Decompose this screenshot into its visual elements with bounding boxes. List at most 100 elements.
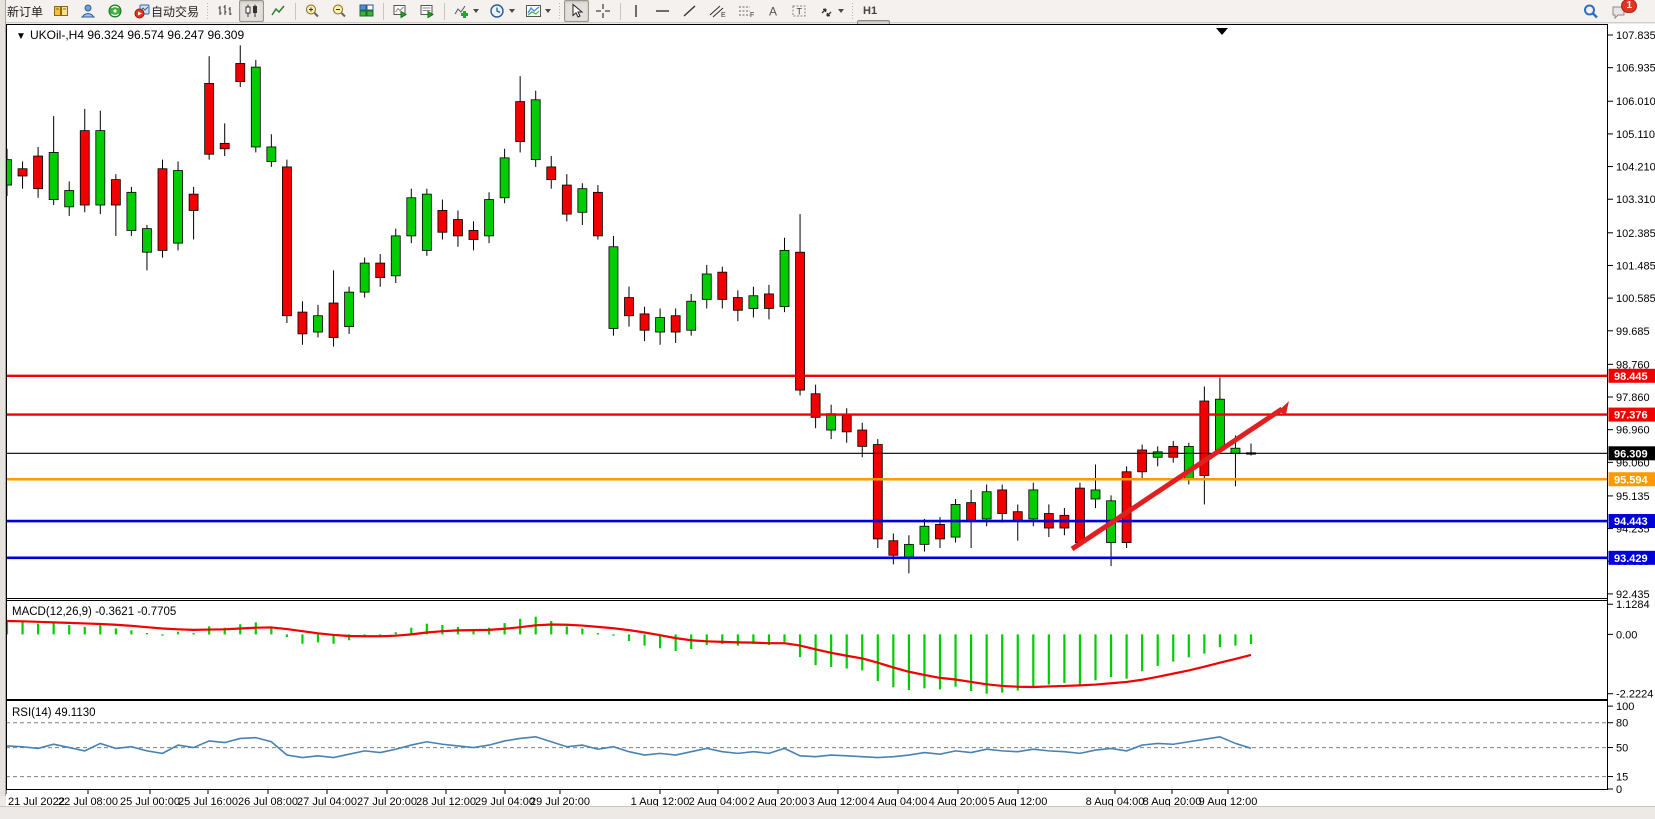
template-button[interactable] xyxy=(521,0,555,22)
trend-arrow[interactable] xyxy=(1070,401,1289,552)
zoom-in-icon xyxy=(304,3,321,19)
template-icon xyxy=(525,3,542,19)
rsi-indicator-label: RSI(14) 49.1130 xyxy=(12,707,96,719)
svg-text:96.309: 96.309 xyxy=(1614,448,1648,460)
trendline-button[interactable] xyxy=(677,0,702,22)
horizontal-line-button[interactable] xyxy=(650,0,675,22)
search-icon xyxy=(1582,3,1600,20)
toolbar-right-group: 1 xyxy=(1577,0,1649,22)
svg-text:15: 15 xyxy=(1616,772,1628,784)
svg-text:2 Aug 20:00: 2 Aug 20:00 xyxy=(749,796,808,806)
vertical-line-icon xyxy=(629,3,644,19)
tile-windows-icon xyxy=(358,3,375,19)
toolbar-separator xyxy=(383,2,385,20)
toolbar-drag-handle[interactable] xyxy=(558,3,562,19)
svg-text:29 Jul 20:00: 29 Jul 20:00 xyxy=(530,796,590,806)
candlestick-chart-button[interactable] xyxy=(239,0,265,22)
svg-text:106.935: 106.935 xyxy=(1616,63,1655,75)
indicators-add-icon xyxy=(453,3,470,19)
zoom-in-button[interactable] xyxy=(300,0,325,22)
crosshair-button[interactable] xyxy=(591,0,616,22)
toolbar-drag-handle[interactable] xyxy=(206,3,210,19)
macd-indicator-label: MACD(12,26,9) -0.3621 -0.7705 xyxy=(12,606,176,618)
svg-text:80: 80 xyxy=(1616,718,1628,730)
indicators-button[interactable] xyxy=(449,0,483,22)
market-watch-button[interactable] xyxy=(49,0,74,22)
svg-text:107.835: 107.835 xyxy=(1616,30,1655,42)
line-chart-icon xyxy=(270,3,287,19)
svg-text:29 Jul 04:00: 29 Jul 04:00 xyxy=(475,796,535,806)
symbols-icon xyxy=(419,3,436,19)
svg-text:93.429: 93.429 xyxy=(1614,553,1648,565)
macd-axis: 1.1284 0.00 -2.2224 xyxy=(1608,599,1653,701)
svg-text:97.860: 97.860 xyxy=(1616,392,1650,404)
cursor-button[interactable] xyxy=(564,0,590,22)
dropdown-caret-icon xyxy=(545,9,552,13)
tile-windows-button[interactable] xyxy=(354,0,379,22)
zoom-out-icon xyxy=(331,3,348,19)
svg-text:28 Jul 12:00: 28 Jul 12:00 xyxy=(416,796,476,806)
svg-text:26 Jul 08:00: 26 Jul 08:00 xyxy=(238,796,298,806)
timeframe-button-H1[interactable]: H1 xyxy=(863,5,878,17)
svg-text:4 Aug 04:00: 4 Aug 04:00 xyxy=(869,796,928,806)
svg-text:98.760: 98.760 xyxy=(1616,359,1650,371)
fibonacci-button[interactable]: F xyxy=(733,0,760,22)
notifications-button[interactable]: 1 xyxy=(1606,0,1648,22)
line-chart-button[interactable] xyxy=(266,0,291,22)
shift-end-marker-icon[interactable] xyxy=(1216,28,1228,35)
new-order-button[interactable]: 新订单 xyxy=(3,0,47,22)
svg-text:100: 100 xyxy=(1616,701,1634,713)
svg-text:25 Jul 00:00: 25 Jul 00:00 xyxy=(120,796,180,806)
profile-button[interactable] xyxy=(388,0,413,22)
bar-chart-button[interactable] xyxy=(212,0,237,22)
dropdown-caret-icon xyxy=(838,9,845,13)
svg-text:E: E xyxy=(721,12,726,19)
shapes-arrows-icon xyxy=(818,3,835,19)
svg-text:1 Aug 12:00: 1 Aug 12:00 xyxy=(631,796,690,806)
data-window-button[interactable] xyxy=(76,0,101,22)
zoom-out-button[interactable] xyxy=(327,0,352,22)
chart-canvas[interactable]: 107.835 106.935 106.010 105.110 104.210 103.3… xyxy=(5,24,1655,808)
label-button[interactable]: T xyxy=(787,0,812,22)
search-button[interactable] xyxy=(1578,0,1604,22)
svg-text:105.110: 105.110 xyxy=(1616,129,1655,141)
toolbar-drag-handle[interactable] xyxy=(851,3,855,19)
svg-text:22 Jul 08:00: 22 Jul 08:00 xyxy=(58,796,118,806)
symbols-button[interactable] xyxy=(415,0,440,22)
rsi-axis: 100 80 50 150 xyxy=(1608,701,1634,796)
svg-text:25 Jul 16:00: 25 Jul 16:00 xyxy=(178,796,238,806)
trendline-icon xyxy=(681,3,698,19)
symbol-dropdown-icon[interactable]: ▼ xyxy=(16,31,26,42)
vertical-line-button[interactable] xyxy=(625,0,648,22)
shapes-button[interactable] xyxy=(814,0,848,22)
svg-text:97.376: 97.376 xyxy=(1614,410,1648,422)
auto-trading-button[interactable]: 自动交易 xyxy=(130,0,203,22)
navigator-icon xyxy=(107,3,124,19)
svg-text:4 Aug 20:00: 4 Aug 20:00 xyxy=(929,796,988,806)
cursor-icon xyxy=(568,3,585,19)
svg-text:8 Aug 04:00: 8 Aug 04:00 xyxy=(1086,796,1145,806)
notification-badge: 1 xyxy=(1621,0,1637,13)
crosshair-icon xyxy=(595,3,612,19)
toolbar-separator xyxy=(295,2,297,20)
macd-pane xyxy=(7,616,1253,694)
channel-button[interactable]: E xyxy=(704,0,731,22)
horizontal-lines-layer[interactable]: 98.445 97.376 96.309 95.594 94.443 93.429 xyxy=(6,368,1655,565)
svg-text:1.1284: 1.1284 xyxy=(1616,599,1650,611)
navigator-button[interactable] xyxy=(103,0,128,22)
new-order-label: 新订单 xyxy=(7,4,44,19)
period-clock-icon xyxy=(489,3,506,19)
channel-icon: E xyxy=(708,3,727,19)
svg-text:9 Aug 12:00: 9 Aug 12:00 xyxy=(1199,796,1258,806)
auto-trading-icon xyxy=(134,3,151,19)
pane-borders xyxy=(6,24,1608,790)
svg-text:96.060: 96.060 xyxy=(1616,457,1650,469)
chart-window[interactable]: 107.835 106.935 106.010 105.110 104.210 103.3… xyxy=(5,24,1655,808)
svg-text:27 Jul 04:00: 27 Jul 04:00 xyxy=(297,796,357,806)
period-button[interactable] xyxy=(485,0,519,22)
text-button[interactable]: A xyxy=(762,0,785,22)
svg-text:T: T xyxy=(797,7,803,17)
svg-text:8 Aug 20:00: 8 Aug 20:00 xyxy=(1143,796,1202,806)
horizontal-line-icon xyxy=(654,3,671,19)
